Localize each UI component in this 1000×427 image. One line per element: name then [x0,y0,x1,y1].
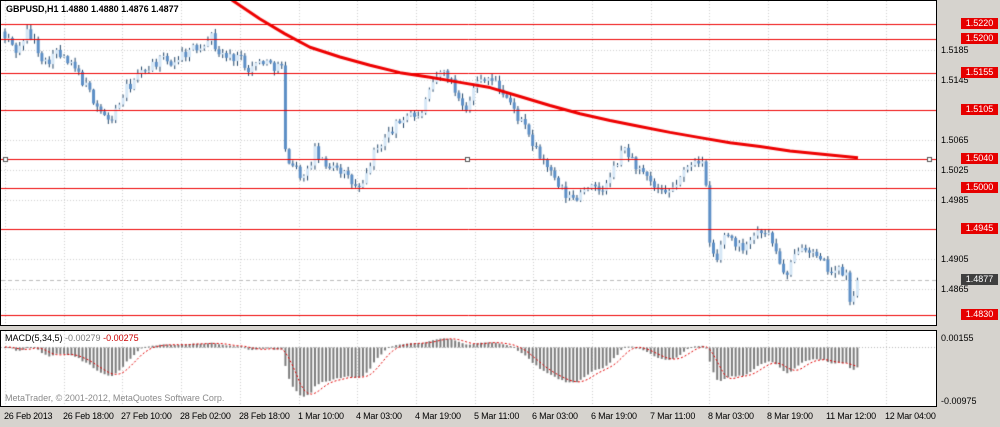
price-grid-label: 1.5065 [941,135,969,145]
macd-chart-canvas[interactable] [1,331,936,406]
time-axis[interactable]: 26 Feb 2013 26 Feb 18:00 27 Feb 10:00 28 Fe… [0,407,1000,427]
time-label: 26 Feb 2013 [4,411,53,421]
price-grid-label: 1.4985 [941,195,969,205]
time-label: 6 Mar 19:00 [591,411,637,421]
price-grid-label: 1.5185 [941,45,969,55]
time-label: 6 Mar 03:00 [532,411,578,421]
price-grid-label: 1.4865 [941,284,969,294]
macd-name: MACD(5,34,5) [5,333,63,343]
price-level-badge: 1.5220 [961,18,998,29]
price-level-badge: 1.5040 [961,153,998,164]
price-chart-canvas[interactable] [1,1,936,325]
copyright-text: MetaTrader, © 2001-2012, MetaQuotes Soft… [5,393,225,403]
macd-scale-label: 0.00155 [941,333,974,343]
price-grid-label: 1.4905 [941,254,969,264]
time-label: 26 Feb 18:00 [63,411,114,421]
time-label: 11 Mar 12:00 [826,411,876,421]
time-label: 4 Mar 03:00 [356,411,402,421]
time-label: 28 Feb 02:00 [180,411,231,421]
price-panel[interactable]: GBPUSD,H1 1.4880 1.4880 1.4876 1.4877 [0,0,937,326]
time-label: 5 Mar 11:00 [474,411,520,421]
time-label: 4 Mar 19:00 [415,411,461,421]
ohlc-values: 1.4880 1.4880 1.4876 1.4877 [61,4,179,14]
price-scale[interactable]: 1.5185 1.5145 1.5065 1.5025 1.4985 1.4905 1.48… [937,0,1000,427]
price-grid-label: 1.5145 [941,75,969,85]
macd-scale-label: -0.00975 [941,396,977,406]
time-label: 7 Mar 11:00 [650,411,696,421]
price-level-badge: 1.4945 [961,223,998,234]
time-label: 27 Feb 10:00 [121,411,172,421]
macd-main-value: -0.00279 [65,333,101,343]
symbol-period-label: GBPUSD,H1 [6,4,59,14]
time-label: 8 Mar 19:00 [767,411,813,421]
price-level-badge: 1.4830 [961,309,998,320]
current-price-badge: 1.4877 [961,274,998,285]
time-label: 1 Mar 10:00 [298,411,344,421]
macd-indicator-label: MACD(5,34,5) -0.00279 -0.00275 [5,333,139,343]
price-level-badge: 1.5105 [961,104,998,115]
chart-title: GBPUSD,H1 1.4880 1.4880 1.4876 1.4877 [6,4,179,14]
price-level-badge: 1.5200 [961,33,998,44]
macd-signal-value: -0.00275 [103,333,139,343]
time-label: 28 Feb 18:00 [239,411,290,421]
time-label: 12 Mar 04:00 [885,411,936,421]
price-level-badge: 1.5000 [961,182,998,193]
time-label: 8 Mar 03:00 [708,411,754,421]
price-level-badge: 1.5155 [961,67,998,78]
macd-panel[interactable]: MACD(5,34,5) -0.00279 -0.00275 MetaTrade… [0,330,937,407]
price-grid-label: 1.5025 [941,165,969,175]
